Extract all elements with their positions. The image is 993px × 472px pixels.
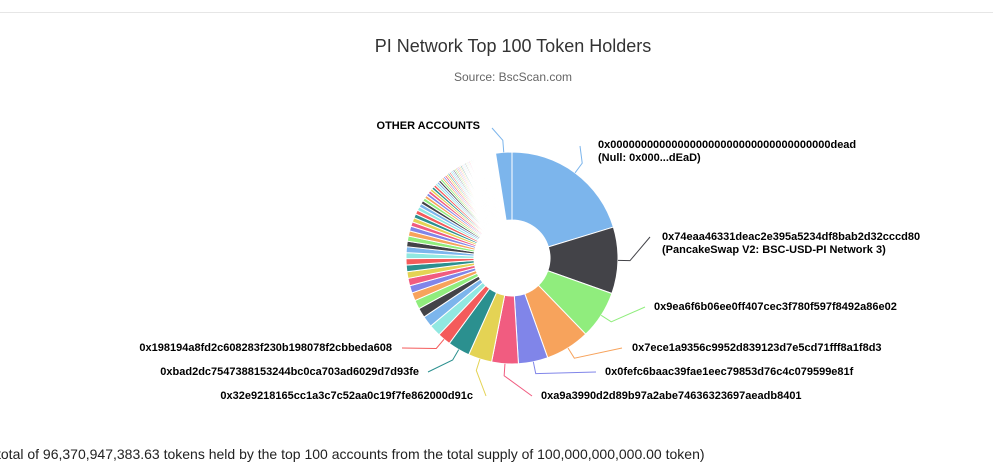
slice-label: 0x0fefc6baac39fae1eec79853d76c4c079599e8… bbox=[605, 366, 854, 378]
slice-connector-line bbox=[475, 358, 487, 397]
other-accounts-label: OTHER ACCOUNTS bbox=[377, 120, 480, 132]
slice-label: 0x32e9218165cc1a3c7c52aa0c19f7fe862000d9… bbox=[220, 390, 473, 402]
slice-label: 0xbad2dc7547388153244bc0ca703ad6029d7d93… bbox=[160, 366, 419, 378]
slice-connector-line bbox=[574, 145, 583, 174]
slice-label: 0x000000000000000000000000000000000000de… bbox=[598, 139, 856, 151]
slice-connector-line bbox=[600, 306, 646, 323]
slice-connector-line bbox=[401, 338, 445, 349]
slice-connector-line bbox=[567, 347, 623, 359]
slice-connector-line bbox=[503, 363, 533, 397]
slice-label: 0x198194a8fd2c608283f230b198078f2cbbeda6… bbox=[139, 342, 392, 354]
top-divider bbox=[0, 12, 993, 13]
slice-sublabel: (PancakeSwap V2: BSC-USD-PI Network 3) bbox=[662, 244, 886, 256]
slice-label: 0x74eaa46331deac2e395a5234df8bab2d32cccd… bbox=[662, 231, 920, 243]
slice-connector-line bbox=[427, 349, 460, 373]
pie-slice[interactable] bbox=[494, 151, 513, 222]
slice-label: 0x9ea6f6b06ee0ff407cec3f780f597f8492a86e… bbox=[654, 301, 897, 313]
slice-label: 0xa9a3990d2d89b97a2abe74636323697aeadb84… bbox=[541, 390, 802, 402]
slice-connector-line bbox=[491, 127, 505, 153]
footer-note: total of 96,370,947,383.63 tokens held b… bbox=[0, 446, 705, 462]
slice-label: 0x7ece1a9356c9952d839123d7e5cd71fff8a1f8… bbox=[632, 342, 882, 354]
donut-chart: 0x000000000000000000000000000000000000de… bbox=[139, 120, 920, 402]
chart-title: PI Network Top 100 Token Holders bbox=[374, 36, 652, 56]
pie-slice[interactable] bbox=[511, 151, 615, 248]
slice-sublabel: (Null: 0x000...dEaD) bbox=[598, 152, 701, 164]
chart-subtitle: Source: BscScan.com bbox=[453, 70, 573, 84]
slice-connector-line bbox=[532, 361, 597, 375]
slice-connector-line bbox=[617, 236, 651, 262]
